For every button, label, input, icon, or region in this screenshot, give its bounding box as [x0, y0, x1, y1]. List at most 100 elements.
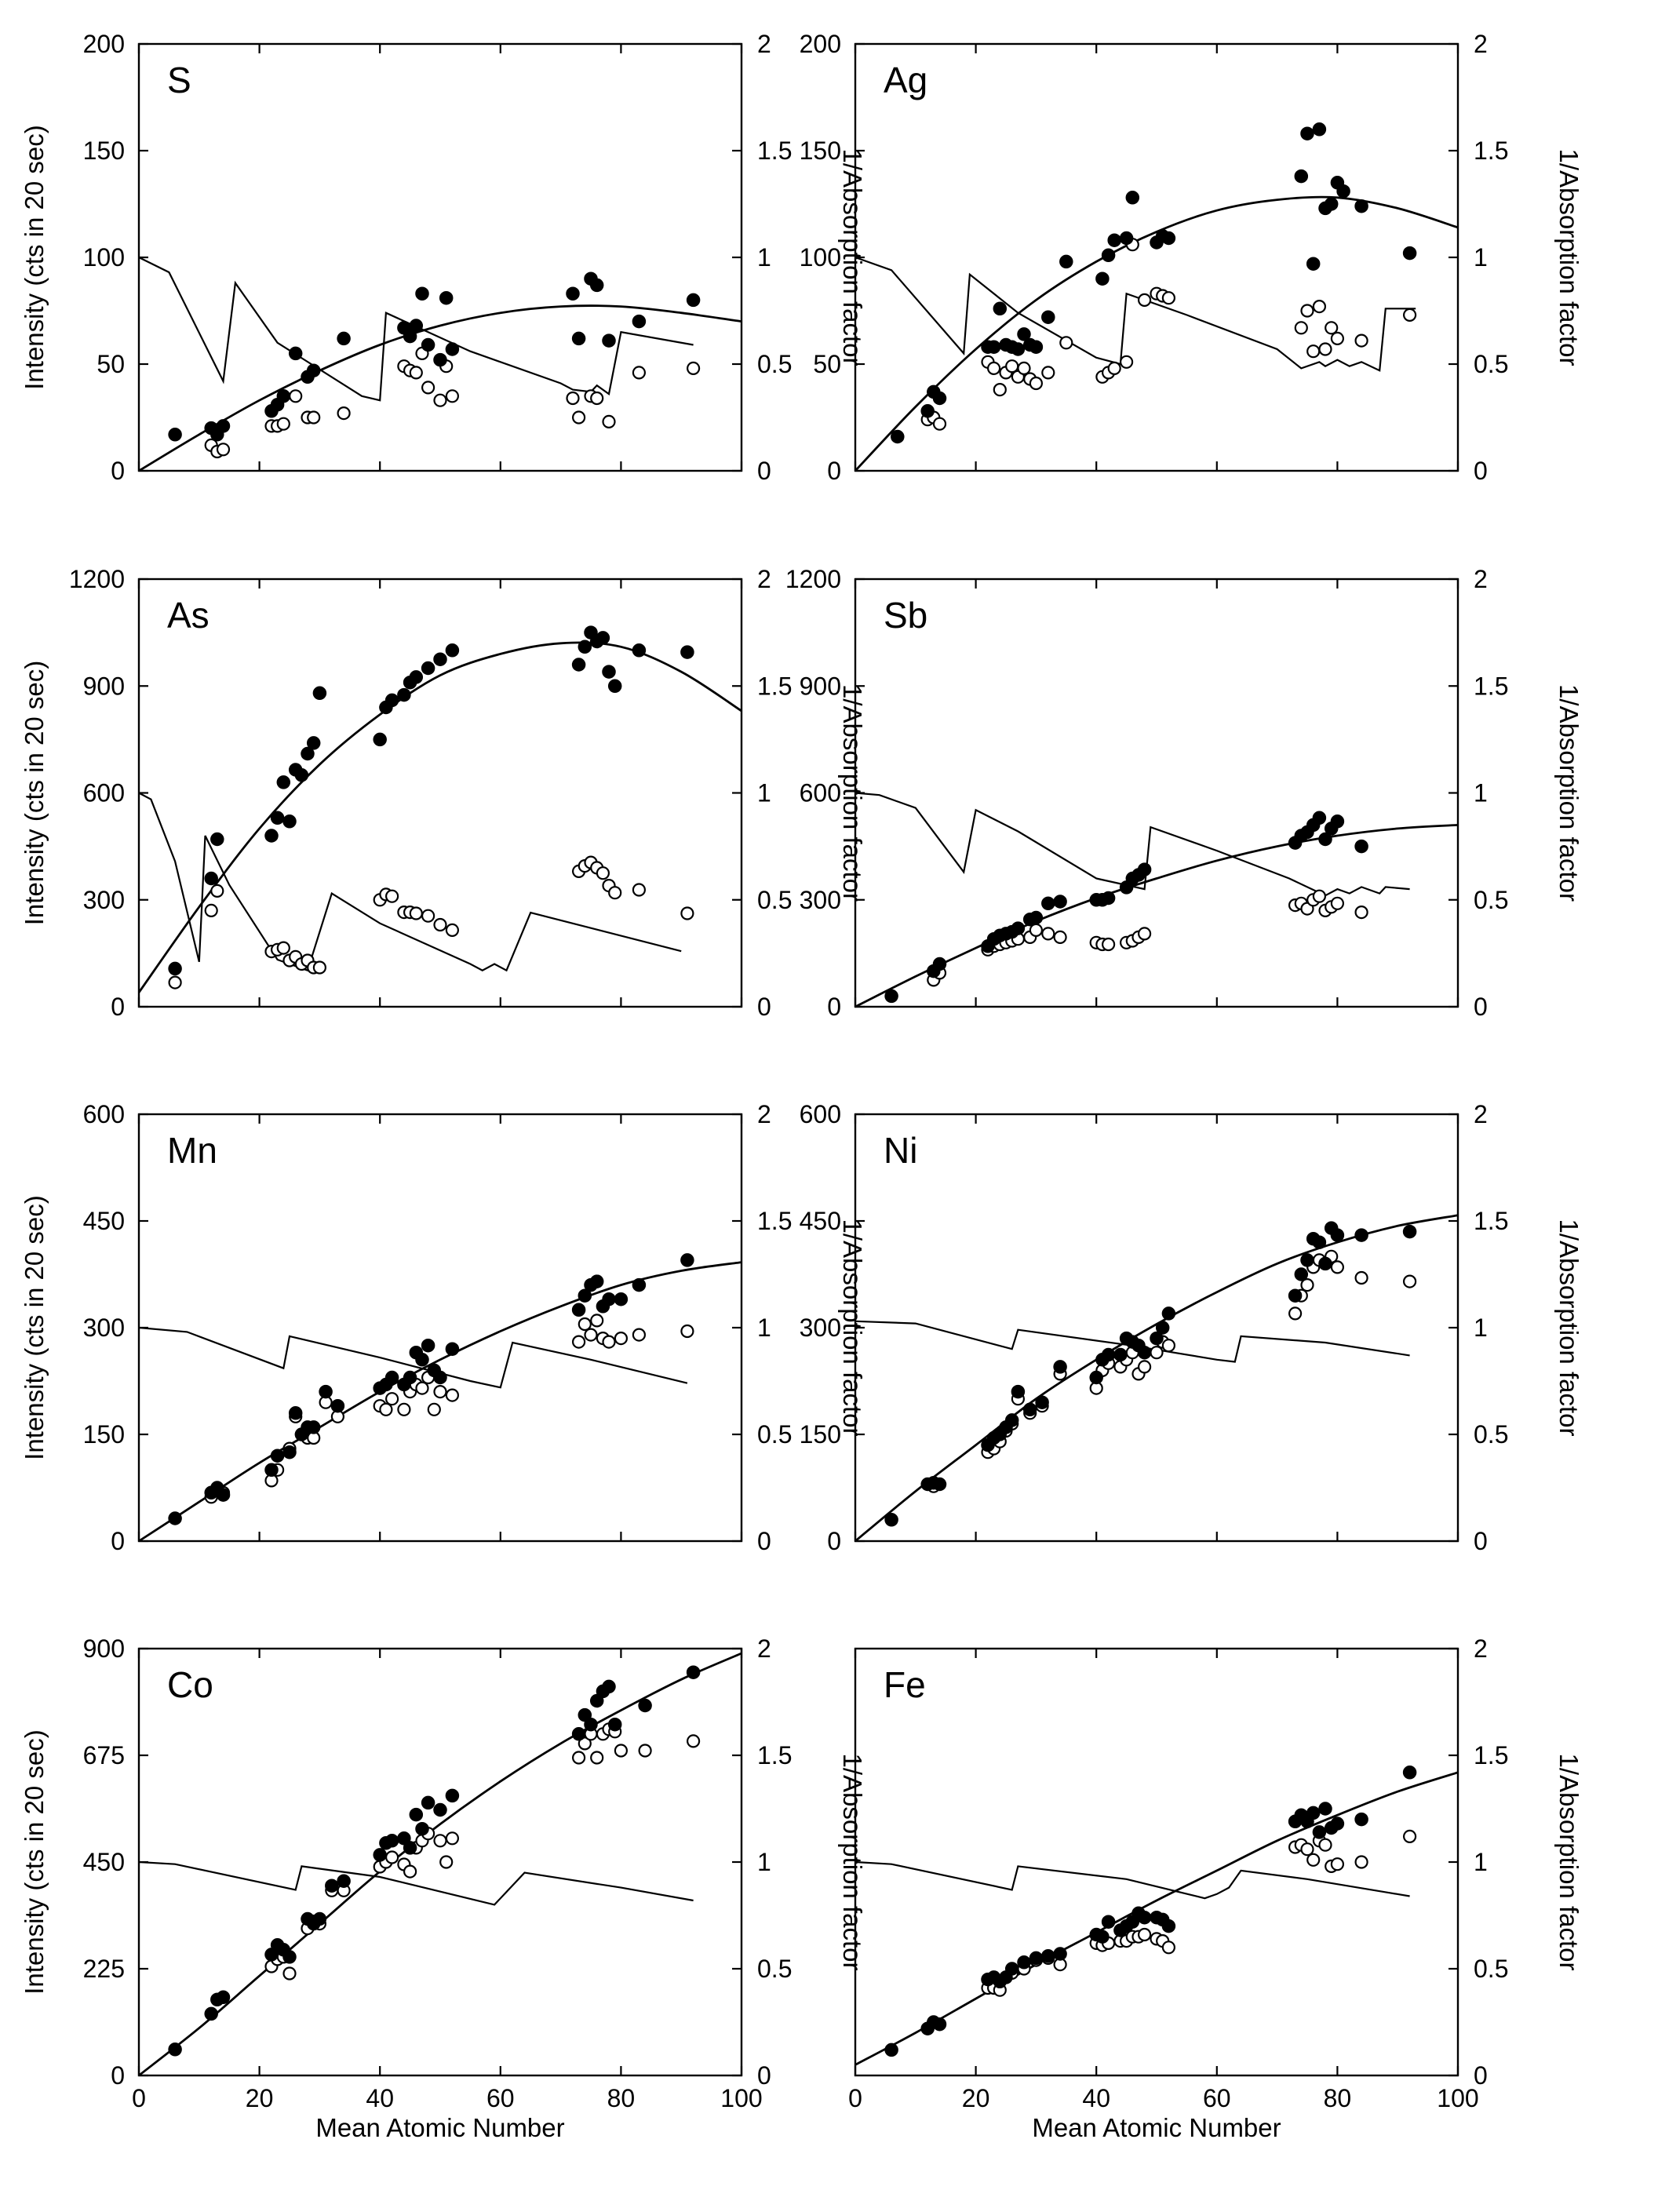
fit-curve — [138, 304, 742, 472]
open-point — [445, 1388, 460, 1402]
open-point — [1107, 361, 1121, 375]
plot-frame — [137, 1113, 743, 1543]
y2-tick-label: 1.5 — [1474, 1741, 1508, 1769]
filled-point — [1306, 257, 1321, 271]
filled-point — [276, 389, 291, 403]
filled-point — [264, 1463, 279, 1478]
filled-point — [589, 1274, 604, 1288]
open-point — [415, 1381, 429, 1395]
y2-tick-label: 0 — [1474, 1527, 1488, 1555]
open-point — [312, 960, 326, 975]
y2-tick-label: 2 — [1474, 1634, 1488, 1663]
filled-point — [216, 1488, 231, 1502]
filled-point — [433, 352, 447, 367]
panel-label: Sb — [884, 595, 927, 636]
open-point — [590, 391, 604, 406]
y-tick-label: 150 — [800, 1420, 841, 1449]
filled-point — [306, 363, 321, 377]
y-tick-label: 150 — [83, 1420, 125, 1449]
filled-point — [384, 693, 399, 708]
filled-point — [1330, 1817, 1345, 1831]
filled-point — [1053, 1947, 1067, 1961]
y2-tick-label: 0 — [1474, 457, 1488, 485]
filled-point — [276, 775, 291, 789]
y-tick-label: 450 — [83, 1207, 125, 1235]
absorption-curve — [138, 792, 682, 972]
y2-tick-label: 2 — [757, 565, 771, 593]
y-tick-label: 1200 — [785, 565, 841, 593]
filled-point — [1011, 921, 1026, 935]
y2-tick-label: 0.5 — [1474, 886, 1508, 914]
open-point — [1306, 1853, 1321, 1867]
open-point — [445, 389, 460, 403]
filled-point — [301, 746, 315, 761]
open-point — [686, 1734, 701, 1748]
open-point — [409, 366, 423, 380]
y2-tick-label: 0 — [1474, 2061, 1488, 2090]
filled-point — [421, 661, 435, 676]
y-tick-label: 300 — [800, 886, 841, 914]
filled-point — [403, 1370, 417, 1385]
y-tick-label: 450 — [800, 1207, 841, 1235]
filled-point — [1318, 832, 1332, 847]
filled-point — [1053, 895, 1067, 909]
filled-point — [920, 404, 935, 418]
open-point — [421, 381, 435, 395]
filled-point — [686, 293, 701, 308]
open-point — [680, 906, 694, 920]
filled-point — [421, 337, 435, 352]
filled-point — [433, 1370, 447, 1385]
panel-sb: 0 300 600 900 1200 0 0.5 1 1.5 2 1/Absorption fact… — [785, 565, 1583, 1021]
open-point — [1288, 1306, 1303, 1321]
filled-point — [571, 331, 586, 346]
open-point — [1330, 896, 1345, 910]
filled-point — [578, 640, 592, 654]
filled-point — [1095, 271, 1110, 286]
y-axis-title: Intensity (cts in 20 sec) — [20, 125, 49, 389]
y-tick-label: 0 — [827, 1527, 841, 1555]
filled-point — [204, 2006, 218, 2021]
y2-tick-label: 1 — [757, 1848, 771, 1876]
filled-point — [1312, 1825, 1327, 1839]
filled-point — [1095, 1930, 1110, 1944]
filled-point — [884, 2043, 898, 2057]
panel-s: 0 50 100 150 200 0 0.5 1 1.5 2 Intensity (cts in 2… — [20, 30, 867, 485]
y-tick-label: 0 — [111, 457, 125, 485]
y2-tick-label: 1 — [1474, 243, 1488, 271]
y2-tick-label: 0.5 — [757, 350, 792, 378]
y2-tick-label: 0 — [757, 1527, 771, 1555]
filled-point — [1402, 246, 1417, 261]
filled-point — [168, 1511, 182, 1525]
y-tick-label: 0 — [827, 457, 841, 485]
filled-point — [1330, 814, 1345, 829]
filled-point — [884, 1513, 898, 1527]
filled-point — [1354, 1228, 1368, 1242]
filled-point — [932, 1477, 947, 1492]
filled-point — [294, 768, 309, 782]
filled-point — [384, 1370, 399, 1385]
filled-point — [1161, 1306, 1176, 1321]
filled-point — [445, 1788, 460, 1803]
y-tick-label: 600 — [800, 779, 841, 807]
y2-tick-label: 2 — [757, 1634, 771, 1663]
filled-point — [270, 1449, 285, 1463]
panel-label: Fe — [884, 1664, 926, 1705]
filled-point — [409, 1807, 424, 1822]
filled-point — [1354, 199, 1368, 213]
filled-point — [589, 278, 604, 293]
filled-point — [216, 1990, 231, 2005]
filled-point — [409, 319, 424, 333]
x-tick-label: 100 — [1437, 2084, 1478, 2112]
y2-tick-label: 2 — [1474, 1100, 1488, 1128]
filled-point — [337, 1874, 351, 1888]
filled-point — [1294, 169, 1309, 184]
y2-tick-label: 1 — [1474, 779, 1488, 807]
fit-curve — [137, 641, 742, 993]
open-point — [1059, 336, 1073, 350]
y-tick-label: 900 — [800, 672, 841, 700]
open-point — [385, 889, 399, 903]
open-point — [608, 886, 622, 900]
filled-point — [680, 1253, 694, 1267]
absorption-curve — [855, 256, 1416, 372]
y-tick-label: 1200 — [69, 565, 125, 593]
